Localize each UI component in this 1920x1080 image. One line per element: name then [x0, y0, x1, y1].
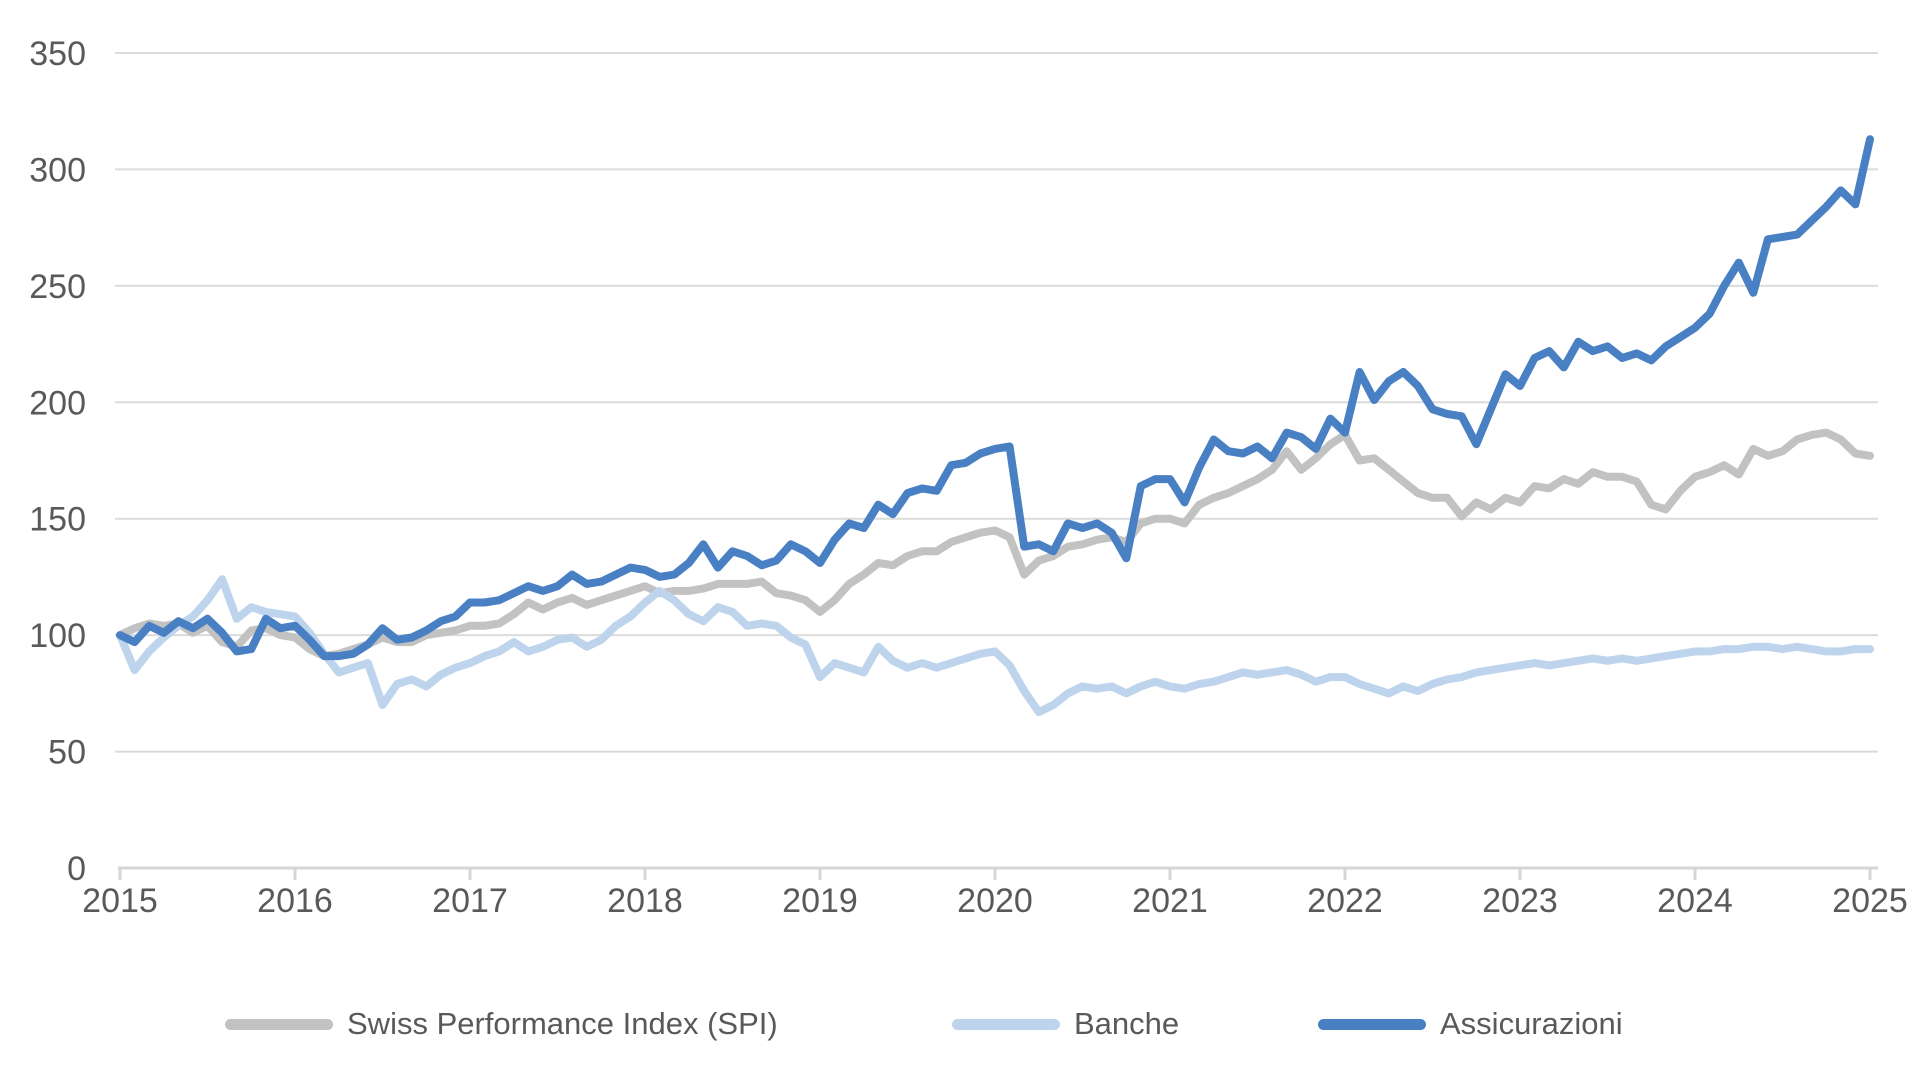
assicurazioni-line-swatch-icon — [1318, 1018, 1426, 1030]
spi-line-swatch-icon — [225, 1018, 333, 1030]
x-axis-label: 2020 — [957, 882, 1033, 920]
y-axis-label: 200 — [29, 384, 86, 422]
series-line-assicurazioni — [116, 135, 1874, 661]
chart-legend: Swiss Performance Index (SPI) Banche Ass… — [0, 1003, 1920, 1045]
x-axis-label: 2017 — [432, 882, 508, 920]
x-axis-label: 2018 — [607, 882, 683, 920]
banche-line-swatch-icon — [952, 1018, 1060, 1030]
legend-item-spi: Swiss Performance Index (SPI) — [225, 1003, 778, 1045]
x-axis-label: 2022 — [1307, 882, 1383, 920]
y-axis-label: 150 — [29, 501, 86, 539]
y-axis-label: 350 — [29, 35, 86, 73]
y-axis-label: 100 — [29, 617, 86, 655]
x-axis-label: 2025 — [1832, 882, 1908, 920]
series-line-swiss-performance-index-spi — [116, 428, 1874, 661]
y-axis-label: 0 — [67, 850, 86, 888]
series-line-banche — [116, 575, 1874, 716]
x-axis-label: 2016 — [257, 882, 333, 920]
y-axis-label: 300 — [29, 151, 86, 189]
y-axis-label: 50 — [48, 734, 86, 772]
legend-label-spi: Swiss Performance Index (SPI) — [347, 1006, 778, 1041]
x-axis-label: 2015 — [82, 882, 158, 920]
x-axis-label: 2019 — [782, 882, 858, 920]
legend-item-banche: Banche — [952, 1003, 1179, 1045]
x-axis-label: 2021 — [1132, 882, 1208, 920]
legend-item-assicurazioni: Assicurazioni — [1318, 1003, 1623, 1045]
x-axis-label: 2024 — [1657, 882, 1733, 920]
legend-label-banche: Banche — [1074, 1006, 1180, 1041]
legend-label-assicurazioni: Assicurazioni — [1440, 1006, 1623, 1041]
x-axis-label: 2023 — [1482, 882, 1558, 920]
y-axis-label: 250 — [29, 268, 86, 306]
